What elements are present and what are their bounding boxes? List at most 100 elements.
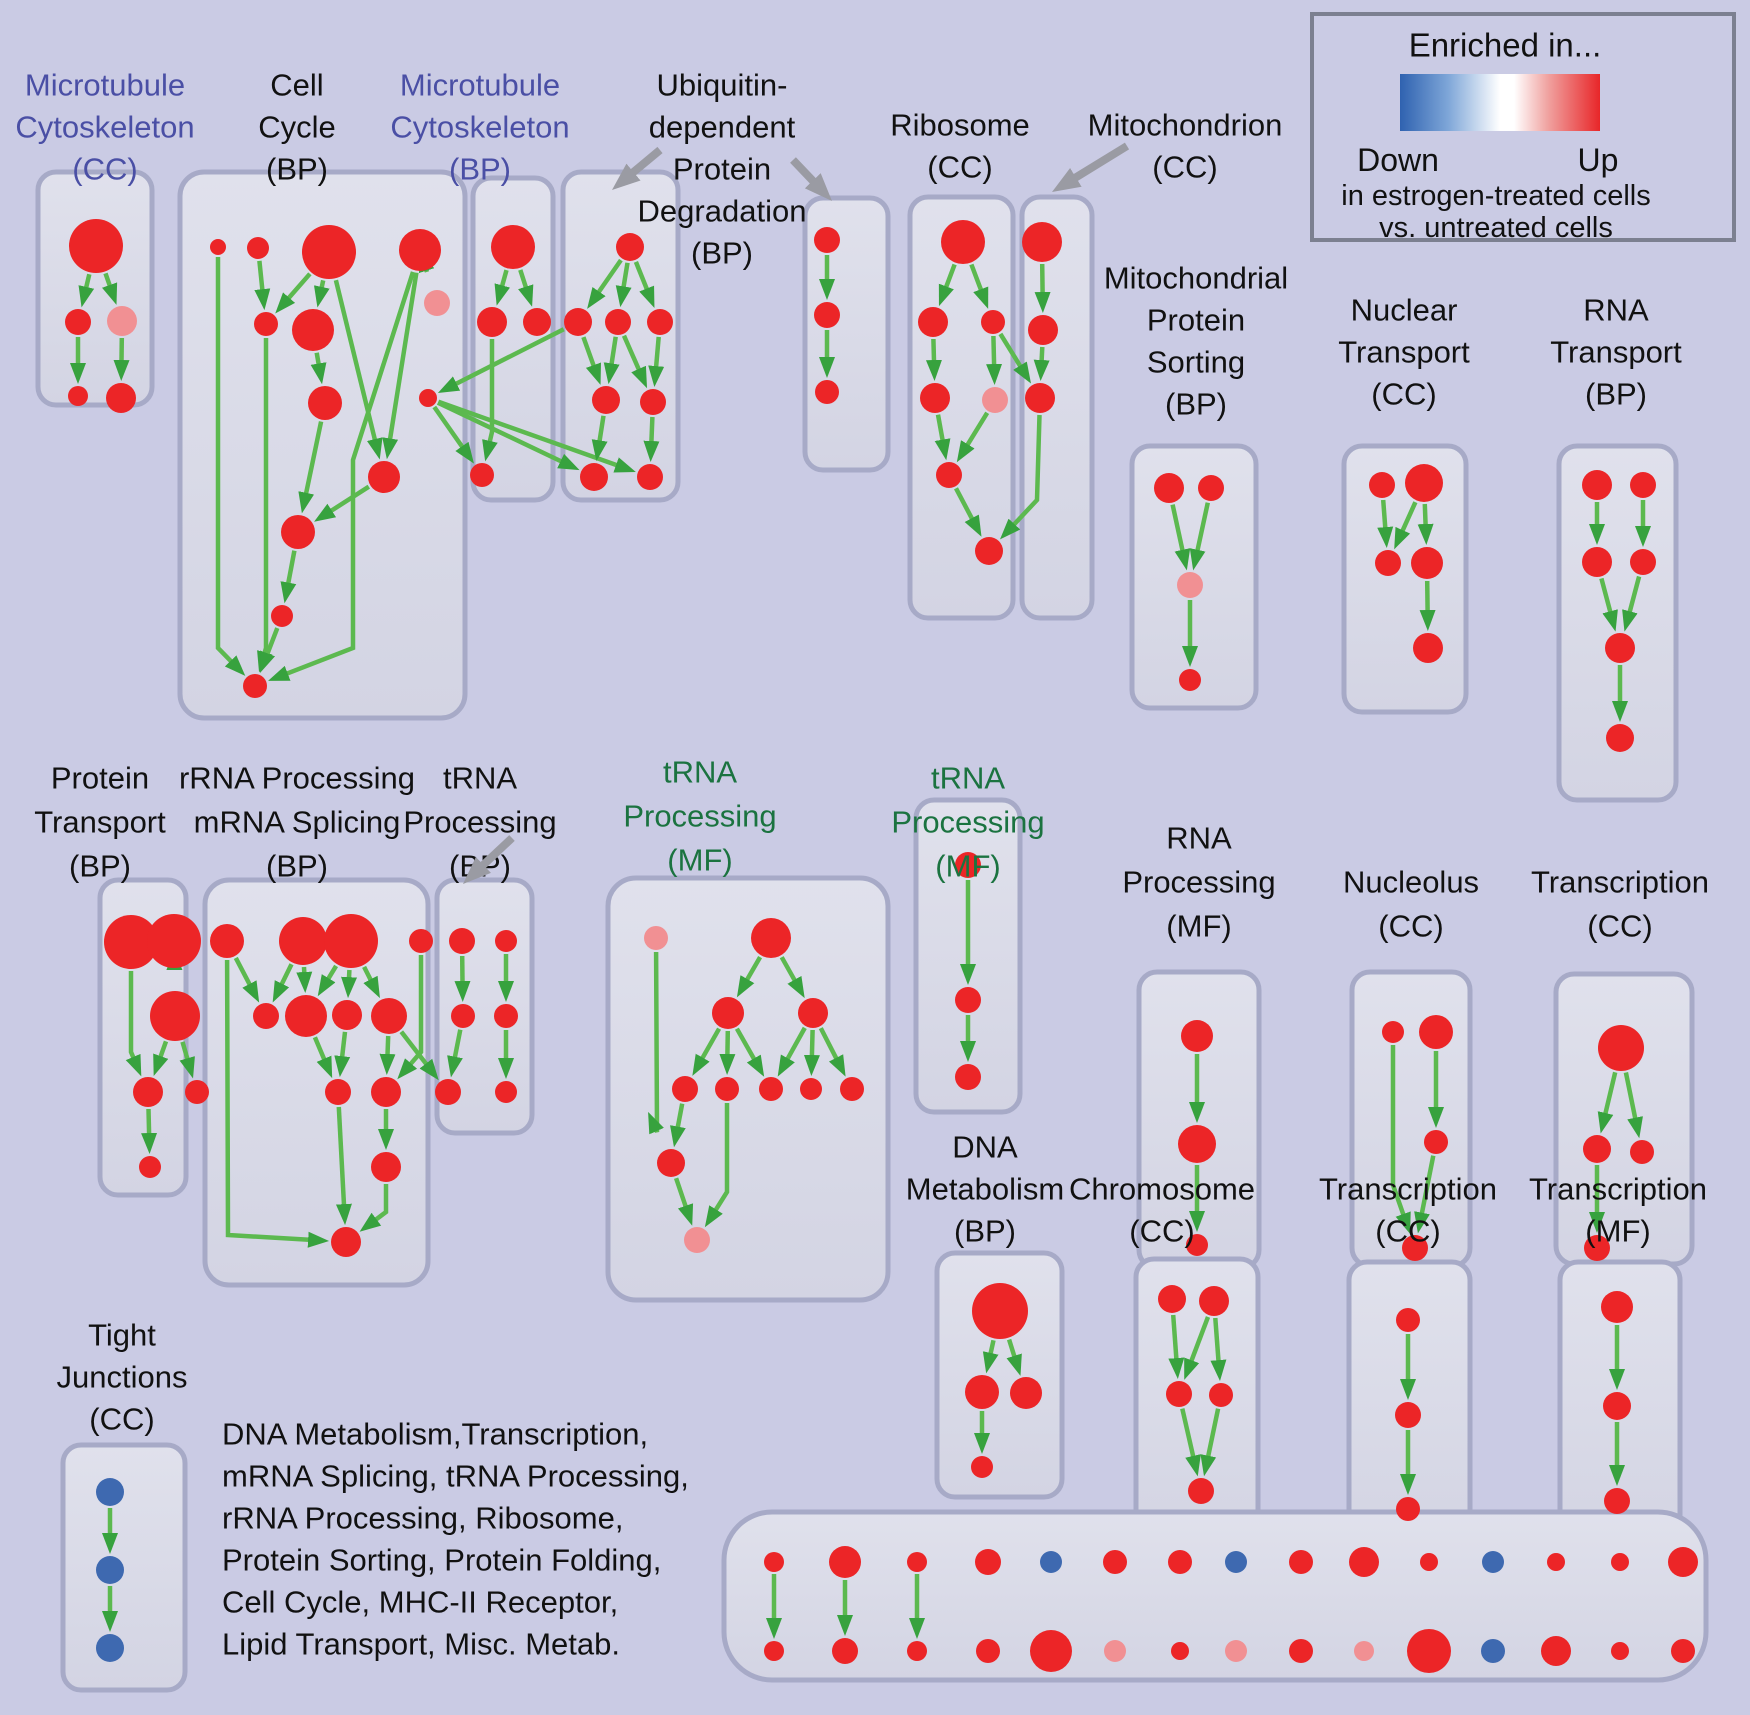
node-enriched-up	[965, 1375, 999, 1409]
cluster-label-mito-protein-sorting: Mitochondrial	[1104, 261, 1288, 296]
box-tight-junctions	[60, 1442, 188, 1693]
node-enriched-up	[371, 1077, 401, 1107]
node-enriched-up	[69, 219, 123, 273]
relation-arrow	[954, 487, 982, 537]
relation-arrow	[1189, 502, 1210, 571]
node-enriched-up	[1178, 1125, 1216, 1163]
node-enriched-up	[1405, 464, 1443, 502]
cluster-label-microtubule-bp: Cytoskeleton	[390, 110, 569, 145]
cluster-label-rna-transport: Transport	[1550, 335, 1682, 370]
relation-arrow	[692, 1027, 722, 1076]
caption-line: mRNA Splicing, tRNA Processing,	[222, 1459, 689, 1494]
node-enriched-up	[1396, 1308, 1420, 1332]
relation-arrow	[432, 405, 474, 464]
node-enriched-up	[1411, 547, 1443, 579]
relation-arrow	[179, 1041, 195, 1079]
cluster-label-chromosome: Chromosome	[1069, 1172, 1255, 1207]
cluster-label-trna-processing-mf-2: (MF)	[935, 849, 1000, 884]
cluster-label-ribosome: (CC)	[927, 150, 992, 185]
cluster-label-rrna-processing: rRNA Processing	[179, 761, 415, 796]
relation-arrow	[648, 336, 665, 388]
node-enriched-up	[1583, 1135, 1611, 1163]
relation-arrow	[382, 272, 419, 460]
node-enriched-up	[449, 928, 475, 954]
node-enriched-up	[409, 929, 433, 953]
cluster-label-rna-processing-mf: (MF)	[1166, 909, 1231, 944]
node-enriched-up	[1407, 1629, 1451, 1673]
node-enriched-up	[920, 383, 950, 413]
caption-line: DNA Metabolism,Transcription,	[222, 1417, 648, 1452]
cluster-label-rna-transport: RNA	[1583, 293, 1649, 328]
cluster-label-microtubule-bp: Microtubule	[400, 68, 560, 103]
node-enriched-up	[564, 308, 592, 336]
cluster-label-tight-junctions: (CC)	[89, 1402, 154, 1437]
node-enriched-up	[1419, 1015, 1453, 1049]
relation-arrow	[436, 400, 580, 471]
node-enriched-up	[592, 386, 620, 414]
node-enriched-up	[712, 997, 744, 1029]
relation-arrow	[254, 260, 271, 311]
node-enriched-up	[243, 674, 267, 698]
cluster-label-trna-processing-bp: Processing	[403, 805, 556, 840]
relation-arrow	[736, 955, 763, 998]
relation-arrow	[673, 1177, 694, 1226]
relation-arrow	[1394, 501, 1418, 550]
cluster-label-cell-cycle: (BP)	[266, 152, 328, 187]
node-enriched-up	[1209, 1383, 1233, 1407]
node-enriched-up	[1198, 475, 1224, 501]
node-enriched-up	[253, 1003, 279, 1029]
node-enriched-up	[247, 237, 269, 259]
node-enriched-up	[279, 917, 327, 965]
cluster-label-trna-processing-bp: (BP)	[449, 849, 511, 884]
relation-arrow	[314, 484, 371, 522]
node-enriched-up	[1541, 1636, 1571, 1666]
cluster-label-trna-processing-mf-1: Processing	[623, 799, 776, 834]
relation-arrow	[153, 1040, 169, 1076]
relation-arrow	[621, 334, 648, 389]
node-enriched-up	[495, 1081, 517, 1103]
node-enriched-up	[104, 915, 158, 969]
node-enriched-up	[918, 307, 948, 337]
box-dna-metabolism	[934, 1250, 1065, 1500]
relation-arrow	[643, 416, 660, 462]
node-enriched-up	[1611, 1642, 1629, 1660]
relation-arrow	[1000, 414, 1042, 540]
relation-arrow	[102, 272, 118, 305]
relation-arrow	[268, 271, 416, 681]
relation-arrow	[818, 1027, 846, 1077]
cluster-label-microtubule-cc: (CC)	[72, 152, 137, 187]
node-enriched-up	[451, 1004, 475, 1028]
node-enriched-up	[616, 233, 644, 261]
relation-arrow	[1200, 1408, 1221, 1477]
node-enriched-up	[1025, 383, 1055, 413]
node-enriched-up	[332, 1000, 362, 1030]
cluster-label-nuclear-transport: Transport	[1338, 335, 1470, 370]
cluster-label-ubiquitin-degradation: dependent	[649, 110, 796, 145]
cluster-label-nuclear-transport: (CC)	[1371, 377, 1436, 412]
node-enriched-up	[975, 1549, 1001, 1575]
relation-arrow	[925, 338, 942, 381]
node-enriched-up	[1582, 470, 1612, 500]
node-enriched-up	[1402, 1235, 1428, 1261]
cluster-label-nuclear-transport: Nuclear	[1351, 293, 1458, 328]
node-enriched-up	[254, 312, 278, 336]
relation-arrow	[648, 951, 664, 1135]
legend-down-label: Down	[1357, 142, 1439, 178]
node-enriched-up	[955, 987, 981, 1013]
relation-arrow	[397, 955, 424, 1080]
node-enriched-up	[751, 918, 791, 958]
node-enriched-up-light	[644, 926, 668, 950]
node-enriched-up-light	[1104, 1640, 1126, 1662]
node-enriched-up	[657, 1149, 685, 1177]
cluster-label-protein-transport: (BP)	[69, 849, 131, 884]
node-enriched-up	[399, 229, 441, 271]
node-enriched-up	[1382, 1021, 1404, 1043]
relation-arrow	[359, 1184, 389, 1232]
node-enriched-up	[972, 1283, 1028, 1339]
relation-arrow	[437, 327, 565, 394]
relation-arrow	[125, 971, 142, 1077]
node-enriched-up	[1030, 1630, 1072, 1672]
node-enriched-up	[65, 309, 91, 335]
cluster-label-trna-processing-bp: tRNA	[443, 761, 517, 796]
pointer-ubiquitin-left-icon	[612, 146, 663, 191]
